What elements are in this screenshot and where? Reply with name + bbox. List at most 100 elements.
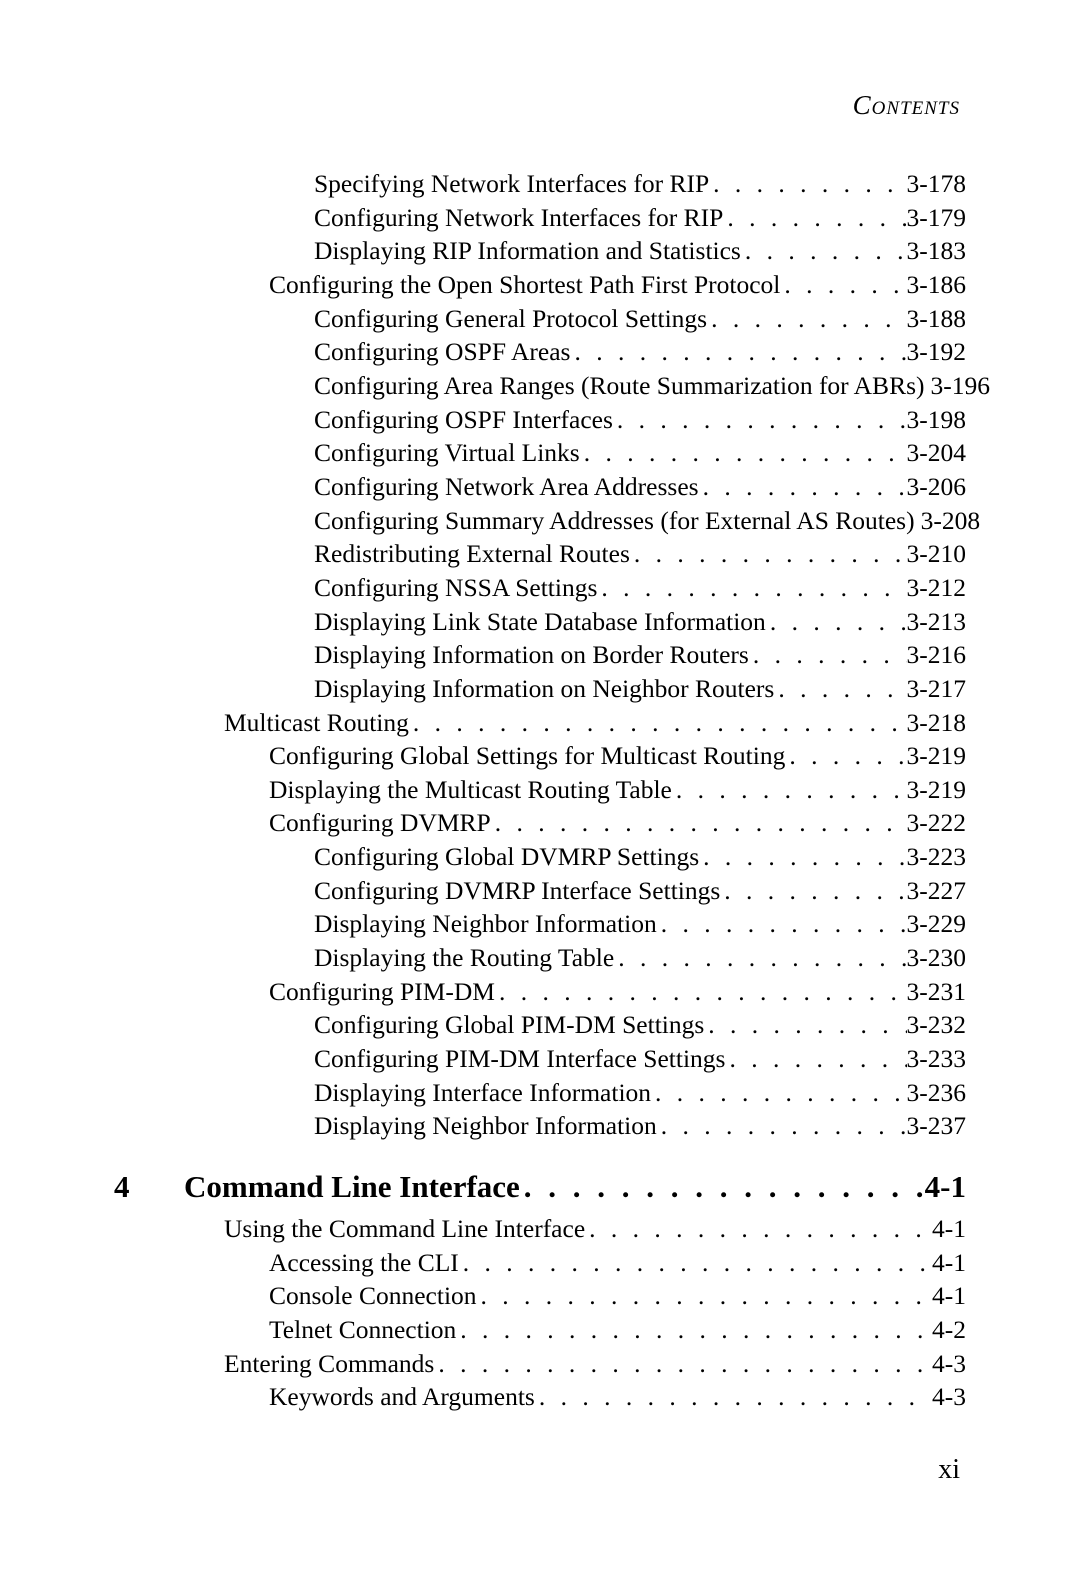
leaders: . . . . . . . . . . . . . . . . . . . . … bbox=[651, 1076, 906, 1110]
toc-page: 3-198 bbox=[907, 403, 967, 437]
toc-page: 3-227 bbox=[907, 874, 967, 908]
toc-page: 4-3 bbox=[932, 1347, 966, 1381]
toc-entry: Configuring General Protocol Settings. .… bbox=[114, 302, 966, 336]
toc-title: Specifying Network Interfaces for RIP bbox=[314, 167, 709, 201]
toc-title: Configuring PIM-DM bbox=[269, 975, 495, 1009]
toc-title: Configuring DVMRP Interface Settings bbox=[314, 874, 720, 908]
leaders: . . . . . . . . . . . . . . . . . . . . … bbox=[720, 874, 906, 908]
toc-entry: Redistributing External Routes. . . . . … bbox=[114, 537, 966, 571]
leaders: . . . . . . . . . . . . . . . . . . . . … bbox=[672, 773, 907, 807]
toc-entry: Displaying Information on Neighbor Route… bbox=[114, 672, 966, 706]
toc-title: Configuring Network Interfaces for RIP bbox=[314, 201, 723, 235]
toc-title: Keywords and Arguments bbox=[269, 1380, 535, 1414]
toc-entry: Configuring Global Settings for Multicas… bbox=[114, 739, 966, 773]
leaders: . . . . . . . . . . . . . . . . . . . . … bbox=[535, 1380, 932, 1414]
toc-title: Displaying Neighbor Information bbox=[314, 1109, 657, 1143]
toc-title: Configuring Global Settings for Multicas… bbox=[269, 739, 785, 773]
leaders: . . . . . . . . . . . . . . . . . . . . … bbox=[520, 1167, 925, 1208]
toc-entry: Displaying RIP Information and Statistic… bbox=[114, 234, 966, 268]
toc-entry: Configuring Area Ranges (Route Summariza… bbox=[114, 369, 966, 403]
toc-page: 3-186 bbox=[907, 268, 967, 302]
toc-entry: Keywords and Arguments. . . . . . . . . … bbox=[114, 1380, 966, 1414]
leaders: . . . . . . . . . . . . . . . . . . . . … bbox=[657, 907, 907, 941]
toc-page: 3-236 bbox=[907, 1076, 967, 1110]
leaders: . . . . . . . . . . . . . . . . . . . . … bbox=[741, 234, 907, 268]
toc-title: Displaying RIP Information and Statistic… bbox=[314, 234, 741, 268]
toc-title: Multicast Routing bbox=[224, 706, 409, 740]
toc-page: 3-229 bbox=[907, 907, 967, 941]
toc-page: 4-3 bbox=[932, 1380, 966, 1414]
toc-title: Configuring Global PIM-DM Settings bbox=[314, 1008, 704, 1042]
toc-title: Configuring DVMRP bbox=[269, 806, 491, 840]
toc-page: 4-1 bbox=[932, 1279, 966, 1313]
toc-entry: Configuring Network Interfaces for RIP. … bbox=[114, 201, 966, 235]
chapter-number: 4 bbox=[114, 1167, 184, 1208]
toc-page: 3-223 bbox=[907, 840, 967, 874]
leaders: . . . . . . . . . . . . . . . . . . . . … bbox=[704, 1008, 906, 1042]
toc-page: 3-222 bbox=[907, 806, 967, 840]
toc-entry: Configuring Global DVMRP Settings. . . .… bbox=[114, 840, 966, 874]
chapter-page: 4-1 bbox=[925, 1167, 966, 1208]
toc-page: 3-232 bbox=[907, 1008, 967, 1042]
toc-entry: Configuring DVMRP Interface Settings. . … bbox=[114, 874, 966, 908]
leaders: . . . . . . . . . . . . . . . . . . . . … bbox=[709, 167, 906, 201]
leaders: . . . . . . . . . . . . . . . . . . . . … bbox=[613, 403, 907, 437]
toc-entry: Configuring Network Area Addresses. . . … bbox=[114, 470, 966, 504]
leaders: . . . . . . . . . . . . . . . . . . . . … bbox=[774, 672, 906, 706]
toc-page: 3-210 bbox=[907, 537, 967, 571]
toc-entry: Displaying the Routing Table. . . . . . … bbox=[114, 941, 966, 975]
leaders: . . . . . . . . . . . . . . . . . . . . … bbox=[570, 335, 906, 369]
toc-entry: Displaying Link State Database Informati… bbox=[114, 605, 966, 639]
toc-page: 4-1 bbox=[932, 1246, 966, 1280]
leaders: . . . . . . . . . . . . . . . . . . . . … bbox=[699, 470, 907, 504]
toc-title: Configuring PIM-DM Interface Settings bbox=[314, 1042, 725, 1076]
toc-block-2: Using the Command Line Interface. . . . … bbox=[114, 1212, 966, 1414]
toc-title: Configuring Summary Addresses (for Exter… bbox=[314, 504, 915, 538]
toc-entry: Displaying Neighbor Information. . . . .… bbox=[114, 1109, 966, 1143]
leaders: . . . . . . . . . . . . . . . . . . . . … bbox=[766, 605, 907, 639]
toc-page: 3-208 bbox=[921, 504, 981, 538]
toc-page: 3-188 bbox=[907, 302, 967, 336]
leaders: . . . . . . . . . . . . . . . . . . . . … bbox=[749, 638, 907, 672]
toc-title: Displaying Information on Neighbor Route… bbox=[314, 672, 774, 706]
leaders: . . . . . . . . . . . . . . . . . . . . … bbox=[585, 1212, 932, 1246]
toc-page: 3-216 bbox=[907, 638, 967, 672]
toc-title: Redistributing External Routes bbox=[314, 537, 630, 571]
toc-page: 3-218 bbox=[907, 706, 967, 740]
toc-entry: Configuring Global PIM-DM Settings. . . … bbox=[114, 1008, 966, 1042]
toc-entry: Entering Commands. . . . . . . . . . . .… bbox=[114, 1347, 966, 1381]
toc-page: 3-212 bbox=[907, 571, 967, 605]
leaders: . . . . . . . . . . . . . . . . . . . . … bbox=[723, 201, 906, 235]
toc-entry: Displaying Neighbor Information. . . . .… bbox=[114, 907, 966, 941]
toc-page: 3-204 bbox=[907, 436, 967, 470]
leaders: . . . . . . . . . . . . . . . . . . . . … bbox=[409, 706, 907, 740]
toc-title: Displaying the Routing Table bbox=[314, 941, 614, 975]
toc-page: 3-237 bbox=[907, 1109, 967, 1143]
toc-entry: Configuring Virtual Links. . . . . . . .… bbox=[114, 436, 966, 470]
toc-page: 3-196 bbox=[931, 369, 991, 403]
toc-page: 3-219 bbox=[907, 773, 967, 807]
toc-entry: Configuring NSSA Settings. . . . . . . .… bbox=[114, 571, 966, 605]
toc-title: Console Connection bbox=[269, 1279, 477, 1313]
toc-entry: Accessing the CLI. . . . . . . . . . . .… bbox=[114, 1246, 966, 1280]
toc-title: Configuring OSPF Areas bbox=[314, 335, 570, 369]
toc-entry: Specifying Network Interfaces for RIP. .… bbox=[114, 167, 966, 201]
leaders: . . . . . . . . . . . . . . . . . . . . … bbox=[495, 975, 907, 1009]
leaders: . . . . . . . . . . . . . . . . . . . . … bbox=[459, 1246, 932, 1280]
toc-entry: Multicast Routing. . . . . . . . . . . .… bbox=[114, 706, 966, 740]
toc-title: Telnet Connection bbox=[269, 1313, 456, 1347]
running-header: Contents bbox=[114, 90, 966, 121]
toc-title: Configuring Network Area Addresses bbox=[314, 470, 699, 504]
leaders: . . . . . . . . . . . . . . . . . . . . … bbox=[699, 840, 906, 874]
toc-entry: Configuring OSPF Areas. . . . . . . . . … bbox=[114, 335, 966, 369]
toc-title: Accessing the CLI bbox=[269, 1246, 459, 1280]
toc-title: Configuring NSSA Settings bbox=[314, 571, 597, 605]
toc-entry: Configuring DVMRP. . . . . . . . . . . .… bbox=[114, 806, 966, 840]
toc-page: 3-178 bbox=[907, 167, 967, 201]
leaders: . . . . . . . . . . . . . . . . . . . . … bbox=[630, 537, 907, 571]
chapter-row: 4 Command Line Interface . . . . . . . .… bbox=[114, 1167, 966, 1208]
leaders: . . . . . . . . . . . . . . . . . . . . … bbox=[785, 739, 906, 773]
toc-page: 3-179 bbox=[907, 201, 967, 235]
toc-title: Entering Commands bbox=[224, 1347, 434, 1381]
toc-title: Displaying Link State Database Informati… bbox=[314, 605, 766, 639]
